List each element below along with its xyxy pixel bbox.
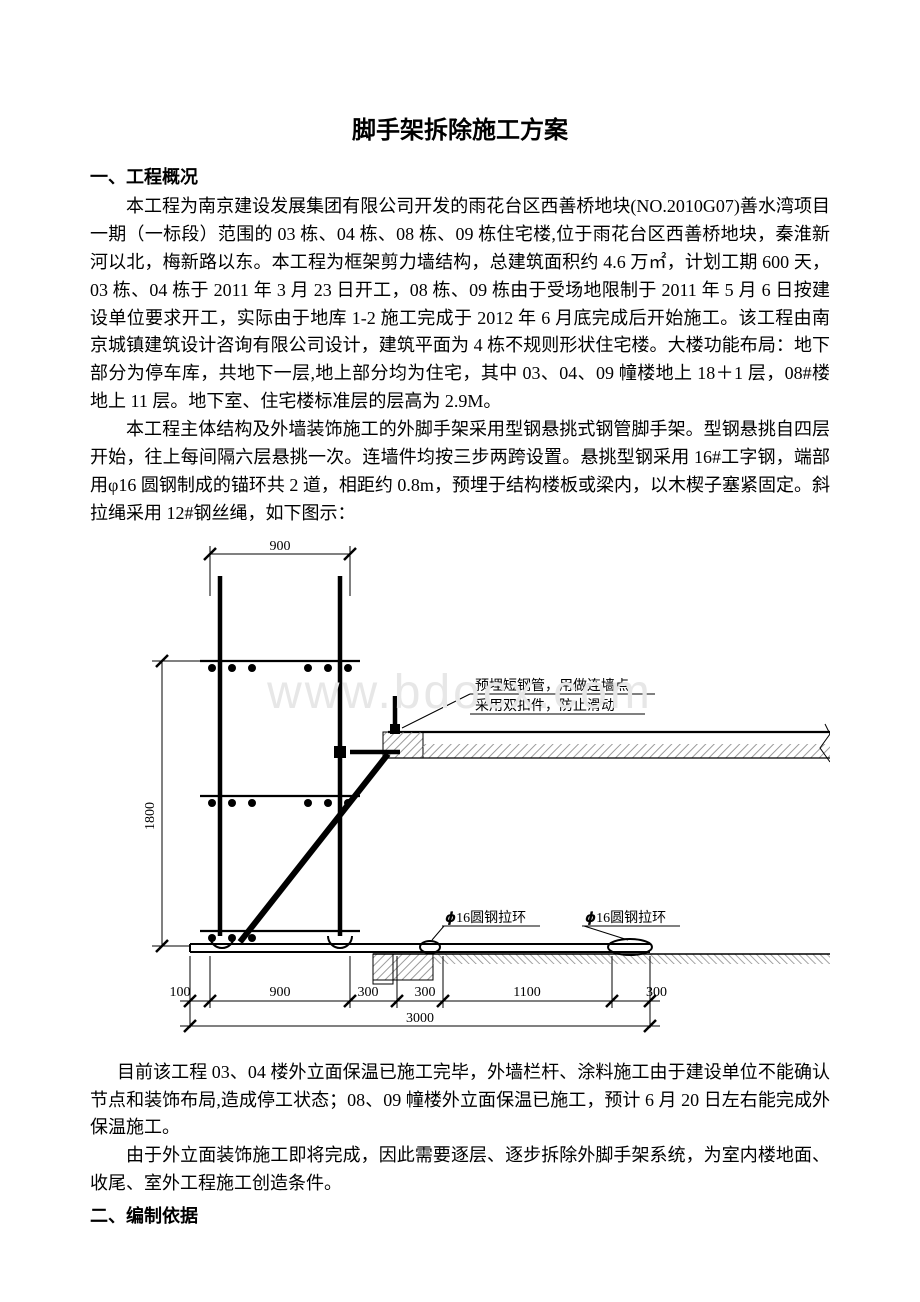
- paragraph-1: 本工程为南京建设发展集团有限公司开发的雨花台区西善桥地块(NO.2010G07)…: [90, 193, 830, 416]
- section-1-header: 一、工程概况: [90, 163, 830, 189]
- paragraph-3: 目前该工程 03、04 楼外立面保温已施工完毕，外墙栏杆、涂料施工由于建设单位不…: [90, 1059, 830, 1143]
- note-leader: 预埋短钢管，用做连墙点 采用双扣件，防止滑动: [402, 678, 655, 728]
- dim-left-text: 1800: [143, 802, 158, 830]
- diagonal-brace: [240, 754, 388, 942]
- slab-top: [383, 724, 830, 762]
- paragraph-2: 本工程主体结构及外墙装饰施工的外脚手架采用型钢悬挑式钢管脚手架。型钢悬挑自四层开…: [90, 416, 830, 528]
- dim-b3: 300: [358, 985, 379, 1000]
- note-line2: 采用双扣件，防止滑动: [475, 697, 615, 714]
- note-line1: 预埋短钢管，用做连墙点: [475, 678, 629, 694]
- dim-b2: 900: [270, 985, 291, 1000]
- dim-b4: 300: [415, 985, 436, 1000]
- ring-label-2: 𝟇16圆钢拉环: [585, 910, 666, 926]
- paragraph-4: 由于外立面装饰施工即将完成，因此需要逐层、逐步拆除外脚手架系统，为室内楼地面、收…: [90, 1142, 830, 1198]
- slab-bottom: [190, 944, 830, 984]
- section-2-header: 二、编制依据: [90, 1202, 830, 1228]
- dim-left: 1800: [143, 655, 202, 952]
- ring-label-1: 𝟇16圆钢拉环: [445, 910, 526, 926]
- anchor-rings: 𝟇16圆钢拉环 𝟇16圆钢拉环: [420, 910, 680, 955]
- base-plate-right: [328, 936, 352, 948]
- dim-b6: 300: [646, 985, 667, 1000]
- dim-total: 3000: [406, 1011, 434, 1026]
- page-title: 脚手架拆除施工方案: [90, 110, 830, 145]
- ledgers: [200, 661, 360, 942]
- dim-top-text: 900: [270, 539, 291, 554]
- dim-top-group: 900: [204, 539, 356, 596]
- dim-b1: 100: [170, 985, 191, 1000]
- diagram-container: 900: [90, 536, 830, 1051]
- scaffold-diagram: 900: [90, 536, 830, 1046]
- dim-b5: 1100: [513, 985, 540, 1000]
